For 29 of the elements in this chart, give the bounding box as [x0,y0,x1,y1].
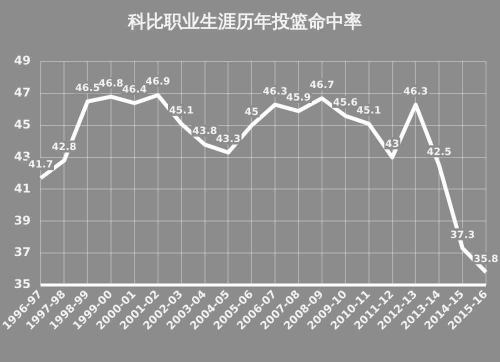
y-tick-label: 49 [14,54,31,68]
data-label: 46.7 [310,80,334,91]
data-label: 45.1 [356,105,382,116]
data-label: 42.5 [426,146,452,158]
data-label: 42.8 [52,142,77,154]
data-label: 41.7 [28,160,54,171]
data-label: 43 [385,138,400,150]
y-tick-label: 35 [14,277,31,292]
data-label: 46.5 [75,83,100,94]
y-tick-label: 41 [14,181,31,196]
data-label: 46.4 [122,84,147,96]
data-label: 45 [244,107,259,118]
data-label: 37.3 [450,230,475,241]
y-tick-label: 39 [14,213,31,228]
data-label: 46.8 [98,78,124,90]
y-tick-label: 45 [14,118,31,132]
data-label: 35.8 [474,254,498,265]
y-tick-label: 47 [14,86,31,100]
data-label: 45.9 [286,92,311,104]
data-label: 46.9 [146,76,170,88]
data-label: 46.3 [262,86,288,98]
data-label: 46.3 [403,86,428,98]
y-tick-label: 43 [14,149,31,164]
data-label: 45.6 [333,97,358,108]
data-label: 43.8 [192,126,218,138]
data-label: 45.1 [168,105,194,116]
y-tick-label: 37 [14,245,31,260]
chart-title: 科比职业生涯历年投篮命中率 [127,11,362,32]
data-label: 43.3 [216,134,241,146]
